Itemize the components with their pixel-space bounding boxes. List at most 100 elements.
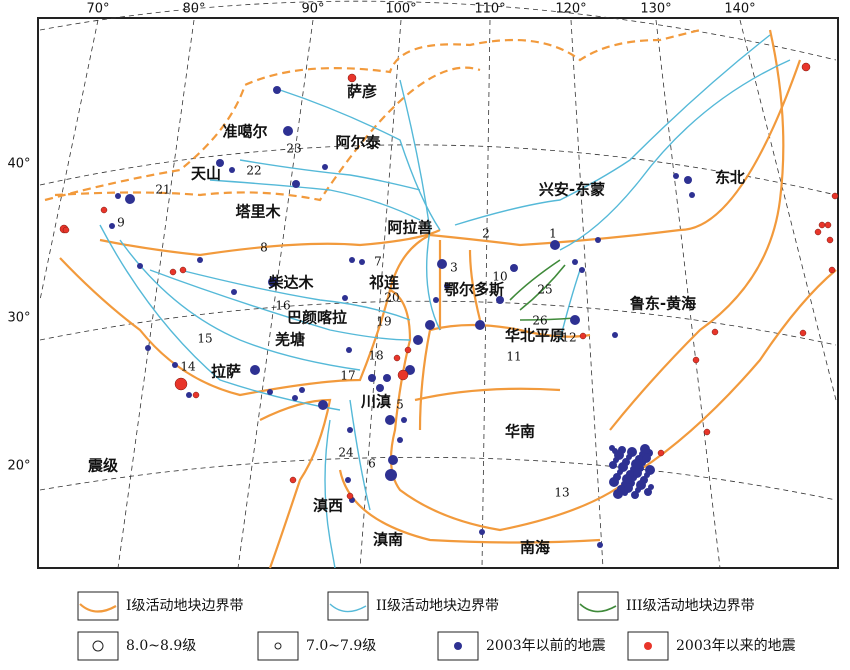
region-label: 拉萨 [211, 363, 241, 381]
earthquake-before-2003 [572, 259, 578, 265]
earthquake-before-2003 [322, 164, 328, 170]
fault-number: 14 [180, 360, 196, 374]
earthquake-since-2003 [347, 73, 357, 83]
earthquake-before-2003 [631, 491, 639, 499]
region-label: 天山 [191, 165, 221, 183]
region-label: 东北 [715, 169, 745, 187]
earthquake-before-2003 [283, 126, 293, 136]
earthquake-before-2003 [479, 529, 485, 535]
region-label: 滇南 [373, 531, 403, 549]
legend-label: II级活动地块边界带 [376, 598, 499, 614]
earthquake-before-2003 [613, 489, 623, 499]
fault-number: 22 [246, 164, 261, 178]
legend-symbol [329, 603, 367, 613]
earthquake-before-2003 [197, 257, 203, 263]
earthquake-since-2003 [711, 328, 719, 336]
region-label: 震级 [88, 457, 119, 475]
earthquake-since-2003 [828, 266, 836, 274]
earthquake-before-2003 [109, 223, 115, 229]
region-label: 南海 [520, 539, 550, 557]
earthquake-since-2003 [404, 346, 412, 354]
fault-number: 15 [197, 332, 212, 346]
earthquake-before-2003 [137, 263, 143, 269]
earthquake-before-2003 [299, 387, 305, 393]
latitude-label: 30° [7, 311, 30, 326]
earthquake-since-2003 [831, 192, 839, 200]
earthquake-since-2003 [801, 62, 811, 72]
longitude-label: 100° [385, 2, 416, 17]
fault-number: 12 [561, 331, 576, 345]
legend-label: I级活动地块边界带 [126, 598, 244, 614]
latitude-label: 40° [7, 157, 30, 172]
earthquake-since-2003 [814, 228, 822, 236]
earthquake-before-2003 [689, 192, 695, 198]
earthquake-since-2003 [703, 428, 711, 436]
region-label: 华南 [505, 423, 535, 441]
graticule [39, 0, 837, 569]
legend-box [77, 591, 119, 621]
earthquake-since-2003 [346, 492, 354, 500]
fault-number: 18 [368, 349, 383, 363]
legend-box [577, 591, 619, 621]
earthquake-before-2003 [342, 295, 348, 301]
earthquake-before-2003 [346, 347, 352, 353]
earthquake-before-2003 [318, 400, 328, 410]
earthquake-before-2003 [229, 167, 235, 173]
legend-box [327, 591, 369, 621]
earthquake-before-2003 [231, 289, 237, 295]
earthquake-before-2003 [673, 173, 679, 179]
earthquake-before-2003 [347, 427, 353, 433]
earthquake-before-2003 [115, 193, 121, 199]
earthquake-since-2003 [579, 332, 587, 340]
earthquake-before-2003 [383, 374, 391, 382]
longitude-label: 130° [640, 2, 671, 17]
legend-label: 2003年以来的地震 [676, 638, 796, 654]
earthquake-before-2003 [292, 180, 300, 188]
earthquake-since-2003 [657, 449, 665, 457]
earthquake-before-2003 [550, 240, 560, 250]
earthquake-since-2003 [799, 329, 807, 337]
earthquake-before-2003 [376, 384, 384, 392]
fault-number: 6 [368, 457, 376, 471]
earthquake-since-2003 [289, 476, 297, 484]
region-label: 华北平原 [505, 327, 565, 345]
region-label: 滇西 [313, 497, 343, 515]
earthquake-since-2003 [169, 268, 177, 276]
earthquake-before-2003 [368, 374, 376, 382]
earthquake-before-2003 [172, 362, 178, 368]
legend-symbol [579, 603, 617, 613]
earthquake-before-2003 [425, 320, 435, 330]
fault-number: 23 [286, 142, 301, 156]
earthquake-since-2003 [393, 354, 401, 362]
longitude-label: 80° [182, 2, 205, 17]
earthquake-since-2003 [100, 206, 108, 214]
legend-label: 7.0~7.9级 [306, 638, 376, 654]
earthquake-before-2003 [444, 283, 450, 289]
fault-number: 24 [338, 446, 354, 460]
legend-symbol [274, 642, 282, 650]
longitude-label: 110° [474, 2, 505, 17]
legend-label: III级活动地块边界带 [626, 598, 755, 614]
earthquake-before-2003 [510, 264, 518, 272]
earthquakes [59, 62, 839, 548]
earthquake-before-2003 [388, 455, 398, 465]
earthquake-before-2003 [273, 86, 281, 94]
fault-number: 2 [482, 227, 490, 241]
fault-number: 21 [155, 183, 170, 197]
region-label: 巴颜喀拉 [287, 309, 347, 327]
earthquake-before-2003 [644, 488, 652, 496]
earthquake-before-2003 [345, 477, 351, 483]
legend-label: 8.0~8.9级 [126, 638, 196, 654]
earthquake-before-2003 [385, 469, 397, 481]
longitude-label: 70° [86, 2, 109, 17]
region-label: 阿尔泰 [335, 134, 381, 152]
earthquake-before-2003 [609, 461, 617, 469]
fault-number: 20 [384, 291, 399, 305]
earthquake-before-2003 [612, 332, 618, 338]
earthquake-before-2003 [186, 392, 192, 398]
earthquake-before-2003 [496, 296, 504, 304]
fault-number: 10 [492, 270, 507, 284]
region-label: 阿拉善 [387, 219, 432, 237]
earthquake-before-2003 [684, 176, 692, 184]
region-label: 羌塘 [275, 331, 305, 349]
